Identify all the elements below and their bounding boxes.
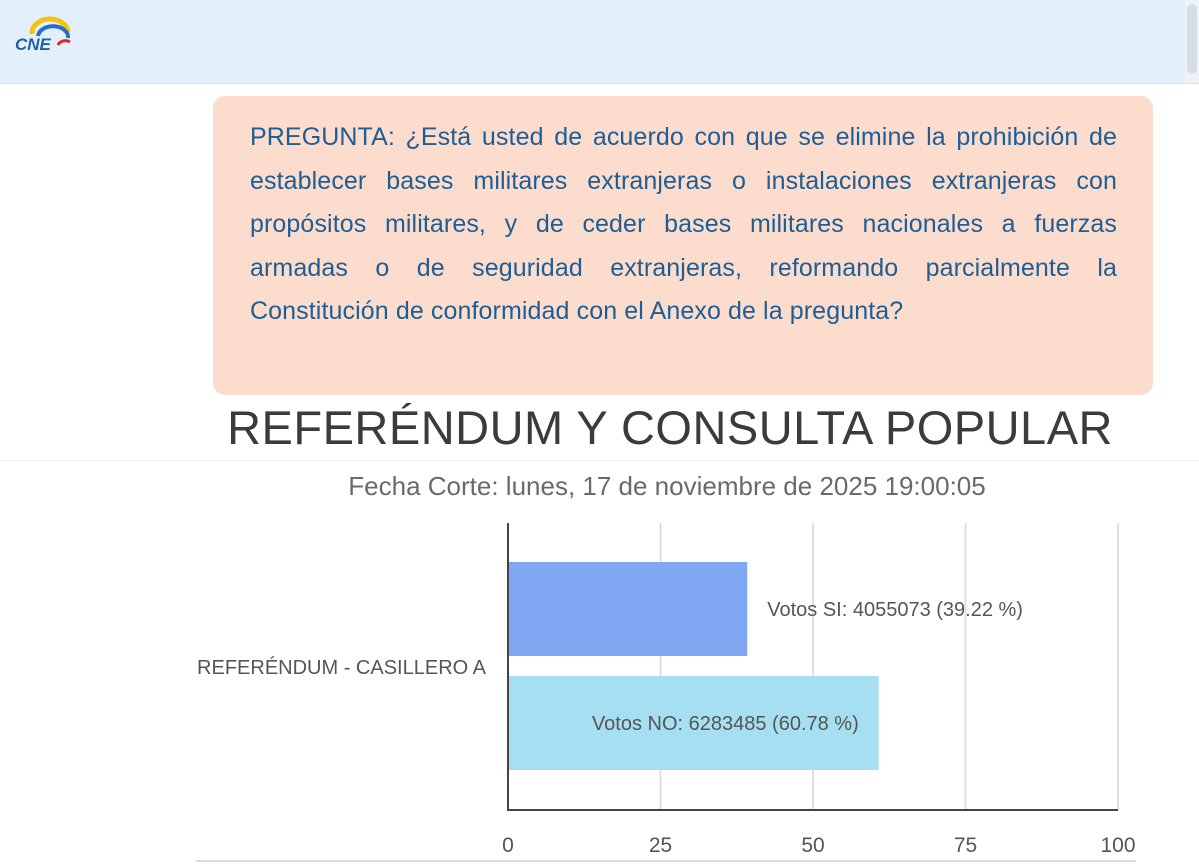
- scrollbar[interactable]: [1185, 0, 1199, 83]
- x-tick-label: 25: [649, 834, 672, 857]
- cne-logo[interactable]: CNE: [12, 12, 74, 56]
- top-bar: [0, 0, 1199, 84]
- chart-title: REFERÉNDUM Y CONSULTA POPULAR: [227, 401, 1113, 454]
- x-tick-label: 50: [801, 834, 824, 857]
- category-label: REFERÉNDUM - CASILLERO A: [197, 656, 487, 679]
- question-text: PREGUNTA: ¿Está usted de acuerdo con que…: [250, 123, 1117, 326]
- question-panel: PREGUNTA: ¿Está usted de acuerdo con que…: [213, 96, 1153, 395]
- chart-subtitle: Fecha Corte: lunes, 17 de noviembre de 2…: [348, 471, 986, 501]
- x-tick-label: 75: [954, 834, 977, 857]
- bar-no[interactable]: [508, 676, 879, 770]
- x-tick-label: 100: [1100, 834, 1135, 857]
- bar-si[interactable]: [508, 562, 748, 656]
- table-border: [196, 860, 1136, 862]
- scrollbar-thumb[interactable]: [1187, 4, 1197, 74]
- bar-chart: 0 25 50 75 100 Votos SI: 4055073 (39.22 %) Vot…: [197, 523, 1136, 857]
- divider: [0, 460, 1199, 461]
- data-label-si: Votos SI: 4055073 (39.22 %): [767, 599, 1023, 621]
- logo-text: CNE: [15, 35, 52, 54]
- x-tick-label: 0: [502, 834, 514, 857]
- data-label-no: Votos NO: 6283485 (60.78 %): [592, 713, 859, 735]
